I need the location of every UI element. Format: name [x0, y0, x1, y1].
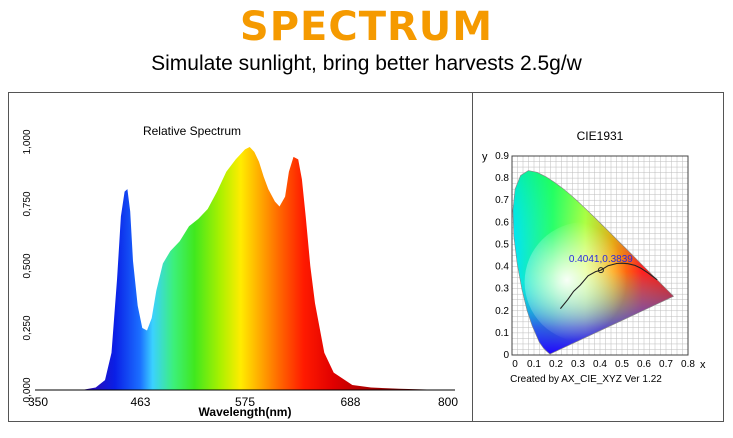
- spectrum-x-tick-label: 688: [340, 395, 360, 409]
- cie-point-marker: [597, 267, 604, 274]
- cie-y-tick-label: 0.9: [495, 151, 509, 162]
- spectrum-x-axis-label: Wavelength(nm): [199, 405, 292, 419]
- spectrum-y-tick-label: 0,500: [22, 253, 33, 278]
- chart-divider: [472, 92, 473, 422]
- cie-y-tick-label: 0.1: [495, 328, 509, 339]
- spectrum-x-tick-label: 575: [235, 395, 255, 409]
- cie-y-tick-label: 0.5: [495, 239, 509, 250]
- cie-x-tick-label: 0.5: [615, 359, 629, 370]
- cie-x-tick-label: 0.3: [571, 359, 585, 370]
- cie-x-tick-label: 0.4: [593, 359, 607, 370]
- spectrum-y-tick-label: 0,250: [22, 315, 33, 340]
- spectrum-y-tick-label: 1,000: [22, 129, 33, 154]
- cie-spectral-locus: [512, 170, 675, 355]
- cie-x-tick-label: 0.2: [549, 359, 563, 370]
- cie-x-tick-label: 0.7: [659, 359, 673, 370]
- cie-y-tick-label: 0: [503, 350, 509, 361]
- spectrum-title: Relative Spectrum: [143, 124, 241, 138]
- cie-y-tick-label: 0.2: [495, 306, 509, 317]
- spectrum-x-tick-label: 463: [130, 395, 150, 409]
- cie-planckian-locus: [559, 262, 658, 309]
- cie-footnote: Created by AX_CIE_XYZ Ver 1.22: [510, 374, 662, 385]
- chart-frame: [8, 92, 724, 422]
- cie-title: CIE1931: [577, 129, 624, 143]
- cie-x-tick-label: 0.1: [527, 359, 541, 370]
- cie-point-label: 0.4041,0.3839: [569, 254, 633, 265]
- cie-y-tick-label: 0.3: [495, 284, 509, 295]
- cie1931-chart: CIE1931 0.4041,0.3839 0 0.1 0.2 0.3 0.4 0.5 0.6 0…: [482, 129, 706, 385]
- cie-x-tick-label: 0.8: [681, 359, 695, 370]
- page-subheadline: Simulate sunlight, bring better harvests…: [151, 52, 582, 75]
- spectrum-y-tick-label: 0,000: [22, 377, 33, 402]
- cie-x-tick-label: 0.6: [637, 359, 651, 370]
- cie-y-tick-label: 0.7: [495, 195, 509, 206]
- cie-x-axis-label: x: [700, 359, 706, 371]
- cie-y-axis-label: y: [482, 151, 488, 163]
- spectrum-x-tick-label: 350: [28, 395, 48, 409]
- page-headline: SPECTRUM: [239, 4, 494, 50]
- spectrum-y-tick-label: 0,750: [22, 191, 33, 216]
- cie-y-tick-label: 0.4: [495, 262, 509, 273]
- cie-x-tick-label: 0: [512, 359, 518, 370]
- cie-y-tick-label: 0.8: [495, 173, 509, 184]
- spectrum-area: [35, 147, 455, 390]
- cie-y-tick-label: 0.6: [495, 217, 509, 228]
- relative-spectrum-chart: Relative Spectrum 350 463 575 688 800 0,000 0,2…: [22, 124, 458, 419]
- cie-white-point-glow: [524, 222, 645, 343]
- spectrum-x-tick-label: 800: [438, 395, 458, 409]
- cie-plot-border: [511, 155, 689, 356]
